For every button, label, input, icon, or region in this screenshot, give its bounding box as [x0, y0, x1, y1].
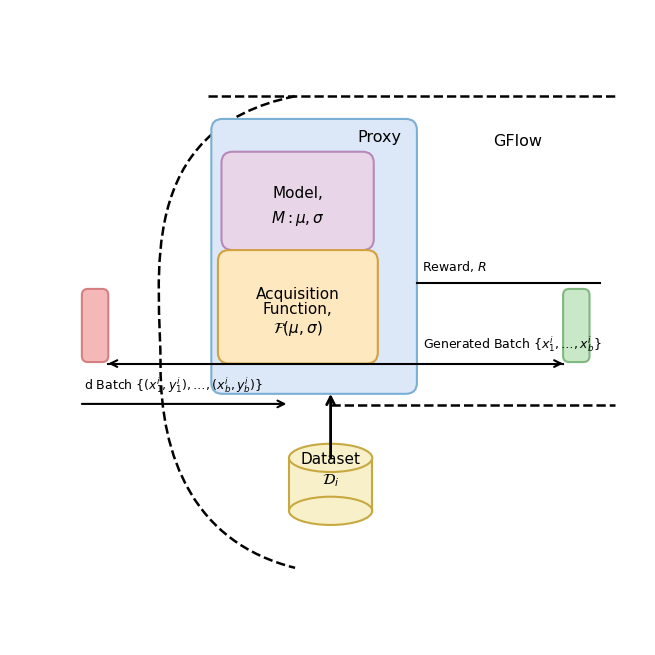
Text: GFlow: GFlow: [493, 134, 542, 149]
FancyBboxPatch shape: [221, 152, 374, 250]
FancyBboxPatch shape: [212, 119, 417, 394]
FancyBboxPatch shape: [82, 289, 108, 362]
Text: $\mathcal{D}_i$: $\mathcal{D}_i$: [322, 472, 339, 489]
Text: $M : \mu, \sigma$: $M : \mu, \sigma$: [271, 209, 324, 228]
Text: Proxy: Proxy: [358, 130, 402, 145]
Text: d Batch $\{(x_1^i, y_1^i), \ldots, (x_b^i, y_b^i)\}$: d Batch $\{(x_1^i, y_1^i), \ldots, (x_b^…: [84, 375, 263, 395]
Ellipse shape: [289, 443, 372, 472]
Bar: [289, 458, 372, 511]
Text: $\mathcal{F}(\mu, \sigma)$: $\mathcal{F}(\mu, \sigma)$: [273, 318, 323, 337]
Text: Dataset: Dataset: [301, 452, 361, 466]
Text: Model,: Model,: [272, 185, 323, 200]
Text: Generated Batch $\{x_1^i, \ldots, x_b^i\}$: Generated Batch $\{x_1^i, \ldots, x_b^i\…: [423, 335, 601, 354]
Text: Acquisition: Acquisition: [256, 287, 340, 302]
FancyBboxPatch shape: [563, 289, 590, 362]
Ellipse shape: [289, 496, 372, 525]
Text: Reward, $R$: Reward, $R$: [422, 259, 487, 274]
Text: Function,: Function,: [263, 302, 333, 317]
FancyBboxPatch shape: [218, 250, 378, 364]
